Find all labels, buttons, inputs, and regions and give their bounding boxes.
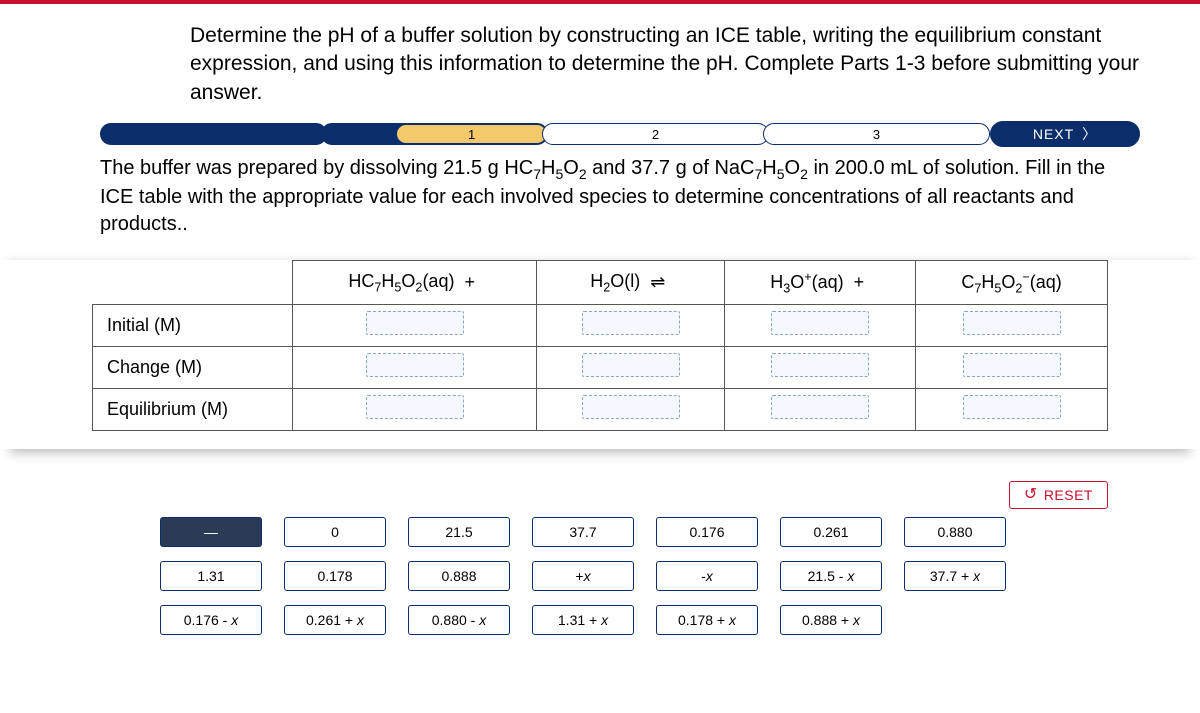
tile-0-888-plus-x[interactable]: 0.888 + x — [780, 605, 882, 635]
next-label: NEXT — [1033, 126, 1074, 142]
tile-21-5[interactable]: 21.5 — [408, 517, 510, 547]
undo-icon: ↺ — [1024, 487, 1038, 503]
slot-initial-base[interactable] — [963, 311, 1061, 335]
question-intro: Determine the pH of a buffer solution by… — [0, 4, 1200, 121]
reset-button[interactable]: ↺ RESET — [1009, 481, 1108, 509]
slot-initial-acid[interactable] — [366, 311, 464, 335]
tile-0-178-plus-x[interactable]: 0.178 + x — [656, 605, 758, 635]
slot-change-hydronium[interactable] — [771, 353, 869, 377]
tile-minus-x[interactable]: -x — [656, 561, 758, 591]
part-context: The buffer was prepared by dissolving 21… — [0, 147, 1200, 246]
slot-initial-water[interactable] — [582, 311, 680, 335]
tile-21-5-minus-x[interactable]: 21.5 - x — [780, 561, 882, 591]
tile-1-31[interactable]: 1.31 — [160, 561, 262, 591]
slot-eq-base[interactable] — [963, 395, 1061, 419]
tile-0-176[interactable]: 0.176 — [656, 517, 758, 547]
ice-row-label-initial: Initial (M) — [93, 304, 293, 346]
chevron-right-icon: 〉 — [1082, 124, 1097, 144]
op-eq: ⇌ — [644, 272, 671, 293]
species-base: C7H5O2−(aq) — [961, 272, 1061, 292]
tile-0-888[interactable]: 0.888 — [408, 561, 510, 591]
slot-eq-acid[interactable] — [366, 395, 464, 419]
ice-table: HC7H5O2(aq) + H2O(l) ⇌ H3O+(aq) + — [92, 260, 1108, 431]
ice-col-hydronium: H3O+(aq) + — [725, 260, 916, 304]
ice-row-label-change: Change (M) — [93, 346, 293, 388]
ice-col-base: C7H5O2−(aq) — [916, 260, 1108, 304]
species-water: H2O(l) — [590, 271, 640, 295]
ice-col-acid: HC7H5O2(aq) + — [293, 260, 537, 304]
step-3-label: 3 — [873, 127, 880, 142]
tile-0-176-minus-x[interactable]: 0.176 - x — [160, 605, 262, 635]
slot-change-base[interactable] — [963, 353, 1061, 377]
tile-0-261-plus-x[interactable]: 0.261 + x — [284, 605, 386, 635]
tile-0-261[interactable]: 0.261 — [780, 517, 882, 547]
slot-change-acid[interactable] — [366, 353, 464, 377]
slot-change-water[interactable] — [582, 353, 680, 377]
next-button[interactable]: NEXT 〉 — [990, 121, 1140, 147]
tile-dash[interactable]: — — [160, 517, 262, 547]
slot-eq-hydronium[interactable] — [771, 395, 869, 419]
ice-col-water: H2O(l) ⇌ — [537, 260, 725, 304]
species-acid: HC7H5O2(aq) — [348, 271, 454, 295]
ice-row-initial: Initial (M) — [93, 304, 1108, 346]
reset-label: RESET — [1044, 487, 1093, 503]
step-2[interactable]: 2 — [542, 123, 769, 145]
step-2-label: 2 — [652, 127, 659, 142]
ice-row-equilibrium: Equilibrium (M) — [93, 388, 1108, 430]
tile-1-31-plus-x[interactable]: 1.31 + x — [532, 605, 634, 635]
tile-0-880-minus-x[interactable]: 0.880 - x — [408, 605, 510, 635]
ice-row-change: Change (M) — [93, 346, 1108, 388]
answer-tiles: — 0 21.5 37.7 0.176 0.261 0.880 1.31 0.1… — [0, 515, 1200, 635]
slot-initial-hydronium[interactable] — [771, 311, 869, 335]
tile-plus-x[interactable]: +x — [532, 561, 634, 591]
species-hydronium: H3O+(aq) — [770, 270, 843, 296]
step-1-label: 1 — [468, 127, 475, 142]
step-indicator: 1 2 3 NEXT 〉 — [0, 121, 1200, 147]
step-3[interactable]: 3 — [763, 123, 990, 145]
tile-0-178[interactable]: 0.178 — [284, 561, 386, 591]
ice-row-label-eq: Equilibrium (M) — [93, 388, 293, 430]
tile-0-880[interactable]: 0.880 — [904, 517, 1006, 547]
slot-eq-water[interactable] — [582, 395, 680, 419]
page: Determine the pH of a buffer solution by… — [0, 0, 1200, 713]
op-plus-2: + — [848, 272, 871, 293]
ice-corner — [93, 260, 293, 304]
op-plus-1: + — [458, 272, 481, 293]
tile-37-7-plus-x[interactable]: 37.7 + x — [904, 561, 1006, 591]
tile-37-7[interactable]: 37.7 — [532, 517, 634, 547]
ice-section: HC7H5O2(aq) + H2O(l) ⇌ H3O+(aq) + — [0, 260, 1200, 449]
step-0-fill — [100, 123, 327, 145]
step-1[interactable]: 1 — [321, 123, 548, 145]
tile-0[interactable]: 0 — [284, 517, 386, 547]
